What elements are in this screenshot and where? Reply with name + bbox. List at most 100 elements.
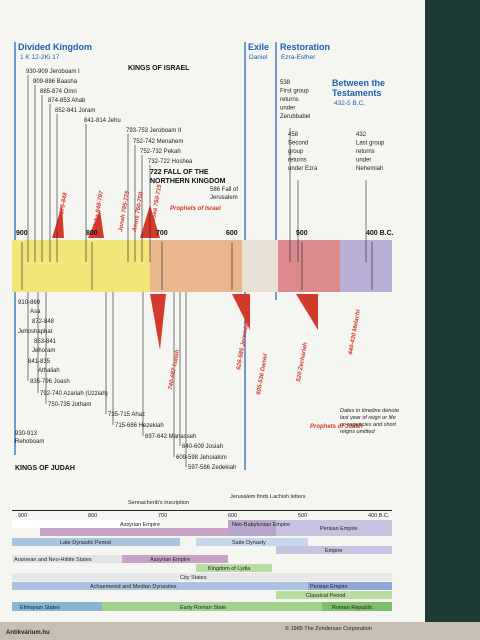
scale-label: 400 B.C. (368, 513, 390, 519)
subheading: Daniel (249, 54, 268, 61)
band (12, 240, 150, 292)
king: 852-841 Joram (55, 108, 95, 114)
return-note: returns (288, 158, 307, 164)
band (150, 240, 242, 292)
band-label: Early Roman State (180, 605, 226, 611)
king: 874-853 Ahab (48, 98, 86, 104)
return-note: 458 (288, 132, 299, 138)
mark-note: Jerusalem finds Lachish letters (230, 494, 306, 500)
subheading: 1 K 12-2Ki 17 (20, 54, 60, 61)
king: Asa (30, 309, 41, 315)
king: 841-835 (28, 359, 51, 365)
king: 609-598 Jehoiakim (176, 455, 227, 461)
king: 752-732 Pekah (140, 149, 181, 155)
prophet-wedge (88, 210, 104, 238)
band-label: City States (180, 575, 207, 581)
band (12, 573, 392, 581)
scale-label: 500 (296, 230, 308, 237)
heading: Exile (248, 42, 269, 52)
band-label: Assyrian Empire (150, 557, 190, 563)
return-note: Last group (356, 141, 385, 147)
label: Jerusalem (210, 195, 238, 201)
band-label: Classical Period (306, 593, 345, 599)
band-label: Ethiopian States (20, 605, 60, 611)
return-note: Nehemiah (356, 166, 383, 172)
mark-note: Sennacherib's inscription (128, 500, 189, 506)
band (196, 538, 308, 546)
band (12, 555, 122, 563)
subheading: Ezra-Esther (281, 54, 316, 61)
return-note: under Ezra (288, 166, 318, 172)
band (276, 591, 392, 599)
king: 841-814 Jehu (84, 118, 121, 124)
king: 752-742 Menahem (133, 139, 183, 145)
scale-label: 400 B.C. (366, 230, 394, 237)
heading: Between the (332, 78, 385, 88)
return-note: returns (356, 149, 375, 155)
king: 597-586 Zedekiah (188, 465, 236, 471)
scale-label: 800 (86, 230, 98, 237)
king: 793-753 Jeroboam II (126, 128, 182, 134)
scale-label: 600 (228, 513, 237, 519)
content (12, 42, 392, 611)
king: 930-909 Jeroboam I (26, 69, 80, 75)
prophets-label: Prophets of Judah (310, 424, 363, 430)
section-title: KINGS OF ISRAEL (128, 65, 190, 72)
return-note: 538 (280, 80, 291, 86)
band (12, 582, 308, 590)
king: 792-740 Azariah (Uzziah) (40, 391, 108, 397)
return-note: returns (280, 97, 299, 103)
king: 715-686 Hezekiah (115, 423, 164, 429)
band-label: Persian Empire (320, 526, 358, 532)
band-label: Persian Empire (310, 584, 348, 590)
return-note: Zerubbabel (280, 114, 310, 120)
king: 909-886 Baasha (33, 79, 78, 85)
note: reigns omitted (340, 429, 375, 435)
band-label: Aramean and Neo-Hittite States (14, 557, 92, 563)
band (102, 602, 322, 611)
king: 910-869 (18, 300, 41, 306)
band (278, 240, 340, 292)
heading: Divided Kingdom (18, 42, 92, 52)
king: 732-722 Hoshea (148, 159, 193, 165)
king: 697-642 Manasseh (145, 434, 196, 440)
section-title: KINGS OF JUDAH (15, 465, 75, 472)
subheading: 432-5 B.C. (334, 100, 365, 107)
band (12, 520, 158, 528)
king: Athaliah (38, 368, 60, 374)
heading: Restoration (280, 42, 330, 52)
axis (12, 510, 392, 511)
king: Jehoshaphat (18, 329, 53, 335)
band-label: Kingdom of Lydia (208, 566, 251, 572)
prophets-label: Prophets of Israel (170, 206, 221, 212)
copyright: © 1985 The Zondervan Corporation (285, 625, 372, 632)
return-note: group (288, 149, 304, 155)
scale-label: 800 (88, 513, 97, 519)
band (228, 520, 276, 536)
return-note: First group (280, 89, 309, 95)
prophet-wedge (150, 294, 166, 350)
king: 835-796 Joash (30, 379, 70, 385)
book-binding (425, 0, 480, 622)
return-note: Second (288, 141, 308, 147)
king: 885-874 Omri (40, 89, 77, 95)
bottom-strip (0, 622, 480, 640)
event: 722 FALL OF THE (150, 169, 209, 176)
return-note: under (356, 158, 371, 164)
scale-label: 700 (156, 230, 168, 237)
scale-label: 900 (18, 513, 27, 519)
band (322, 602, 392, 611)
band (40, 528, 228, 536)
band (196, 564, 272, 572)
band-label: Roman Republic (332, 605, 373, 611)
band (12, 538, 180, 546)
event: NORTHERN KINGDOM (150, 178, 226, 185)
king: 872-848 (32, 319, 55, 325)
return-note: 432 (356, 132, 367, 138)
king: 735-715 Ahaz (108, 412, 145, 418)
label: 930-913 (15, 431, 38, 437)
band (308, 582, 392, 590)
scale-label: 900 (16, 230, 28, 237)
